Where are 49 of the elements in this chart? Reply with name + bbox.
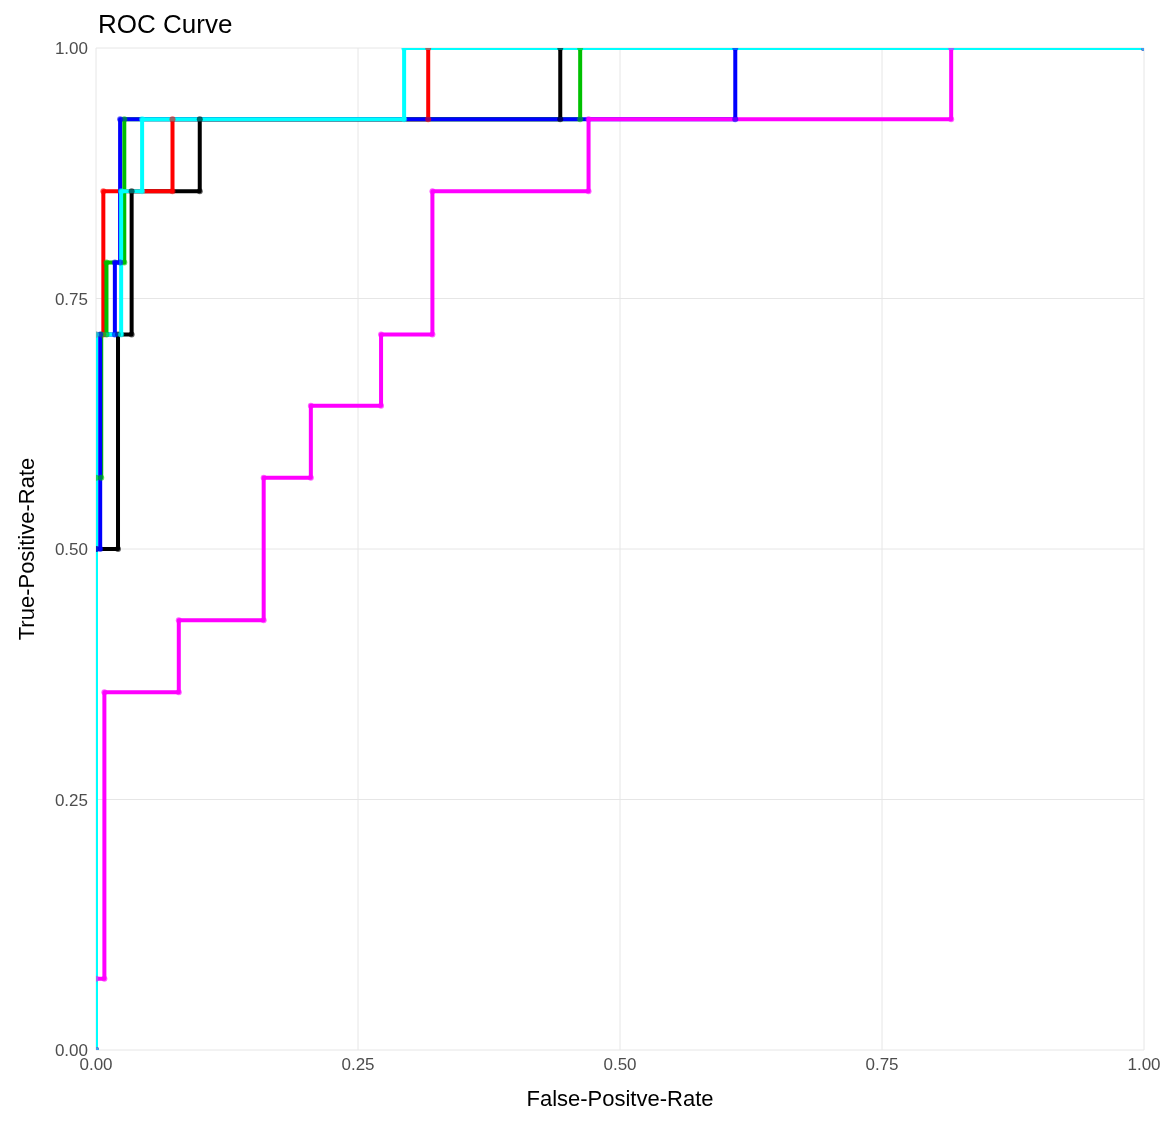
point xyxy=(118,188,125,195)
y-tick-label: 1.00 xyxy=(54,39,88,59)
point xyxy=(378,402,385,409)
point xyxy=(196,116,203,123)
point xyxy=(307,474,314,481)
point xyxy=(118,331,125,338)
chart-title: ROC Curve xyxy=(98,8,234,40)
x-tick-label: 1.00 xyxy=(1127,1055,1161,1075)
point xyxy=(139,188,146,195)
x-axis-title: False-Positve-Rate xyxy=(526,1086,714,1111)
point xyxy=(585,116,592,123)
x-tick-label: 0.50 xyxy=(603,1055,637,1075)
point xyxy=(128,188,135,195)
point xyxy=(948,116,955,123)
point xyxy=(98,474,105,481)
point xyxy=(429,331,436,338)
point xyxy=(117,259,124,266)
y-axis-title: True-Positive-Rate xyxy=(13,457,39,641)
point xyxy=(103,259,110,266)
point xyxy=(401,116,408,123)
point xyxy=(115,546,122,552)
point xyxy=(260,474,267,481)
y-tick-label: 0.25 xyxy=(54,790,88,810)
point xyxy=(100,188,107,195)
point xyxy=(128,331,135,338)
point xyxy=(196,188,203,195)
point xyxy=(557,116,564,123)
point xyxy=(175,689,182,696)
point xyxy=(577,116,584,123)
y-tick-label: 0.50 xyxy=(54,540,88,560)
point xyxy=(260,617,267,624)
y-tick-label: 0.75 xyxy=(54,289,88,309)
point xyxy=(117,116,124,123)
point xyxy=(111,331,118,338)
point xyxy=(429,188,436,195)
point xyxy=(169,188,176,195)
point xyxy=(175,617,182,624)
point xyxy=(585,188,592,195)
point xyxy=(97,546,104,552)
point xyxy=(139,116,146,123)
point xyxy=(169,116,176,123)
x-tick-label: 0.25 xyxy=(341,1055,375,1075)
point xyxy=(732,116,739,123)
point xyxy=(307,402,314,409)
point xyxy=(378,331,385,338)
x-tick-label: 0.75 xyxy=(865,1055,899,1075)
point xyxy=(101,689,108,696)
point xyxy=(425,116,432,123)
point xyxy=(101,975,108,982)
